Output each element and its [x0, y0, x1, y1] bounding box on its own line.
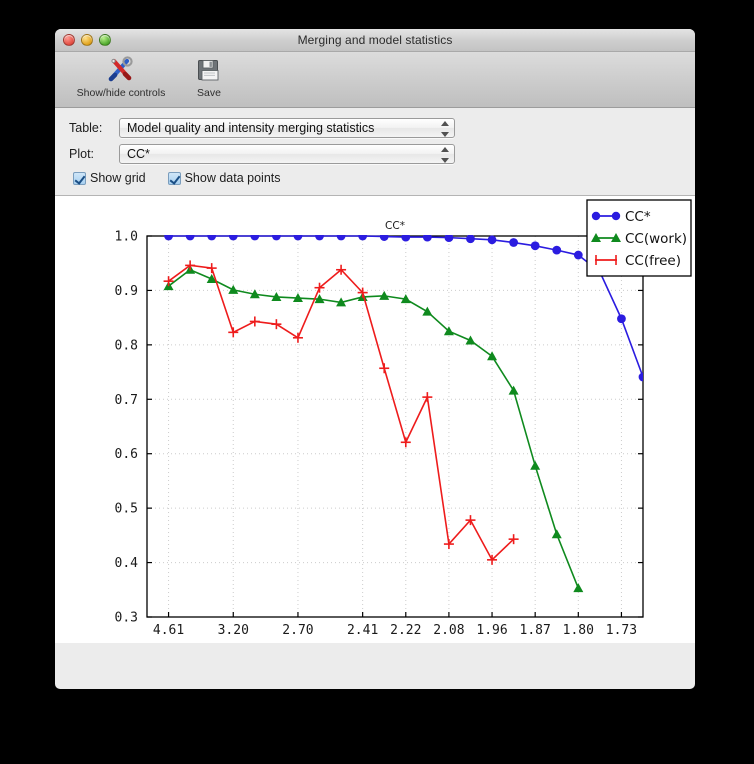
show-data-points-checkbox[interactable]: Show data points [167, 171, 281, 185]
show-grid-checkbox[interactable]: Show grid [73, 171, 146, 185]
svg-text:CC*: CC* [625, 209, 651, 225]
show-data-points-label: Show data points [184, 171, 281, 185]
plot-select[interactable]: CC* [119, 144, 455, 164]
svg-text:3.20: 3.20 [218, 623, 249, 638]
show-hide-controls-button[interactable]: Show/hide controls [77, 55, 165, 99]
table-select-value: Model quality and intensity merging stat… [127, 121, 375, 135]
svg-text:0.7: 0.7 [115, 393, 138, 408]
svg-text:CC(work): CC(work) [625, 231, 687, 247]
svg-text:0.3: 0.3 [115, 611, 138, 626]
stepper-icon[interactable] [440, 121, 449, 137]
svg-text:2.22: 2.22 [390, 623, 421, 638]
stepper-icon[interactable] [440, 147, 449, 163]
svg-text:0.8: 0.8 [115, 338, 138, 353]
svg-text:1.80: 1.80 [563, 623, 594, 638]
plot-label: Plot: [69, 147, 95, 161]
svg-text:CC(free): CC(free) [625, 253, 681, 269]
toolbar: Show/hide controls Save [55, 52, 695, 108]
plot-row-control: Plot: CC* [55, 141, 695, 167]
svg-text:4.61: 4.61 [153, 623, 184, 638]
svg-text:0.6: 0.6 [115, 447, 138, 462]
svg-text:1.96: 1.96 [476, 623, 507, 638]
checkmark-icon [73, 171, 86, 185]
tools-icon [106, 55, 136, 85]
window-title: Merging and model statistics [297, 33, 453, 47]
svg-text:1.73: 1.73 [606, 623, 637, 638]
controls-pane: Table: Model quality and intensity mergi… [55, 108, 695, 196]
checkbox-row: Show grid Show data points [55, 167, 695, 189]
close-window-button[interactable] [63, 34, 75, 46]
floppy-disk-save-icon [195, 55, 223, 85]
svg-text:1.87: 1.87 [520, 623, 551, 638]
traffic-lights [63, 34, 111, 46]
svg-text:0.5: 0.5 [115, 502, 138, 517]
checkmark-icon [167, 171, 181, 185]
save-label: Save [197, 87, 221, 99]
save-button[interactable]: Save [165, 55, 253, 99]
svg-text:2.08: 2.08 [433, 623, 464, 638]
svg-text:1.0: 1.0 [115, 230, 138, 245]
table-label: Table: [69, 121, 103, 135]
plot-pane[interactable]: 1.0 0.9 0.8 0.7 0.6 0.5 0.4 0.3 4.61 3.20 2.70 2.41… [55, 196, 695, 643]
plot-select-value: CC* [127, 147, 150, 161]
svg-text:2.41: 2.41 [347, 623, 378, 638]
show-grid-label: Show grid [90, 171, 146, 185]
svg-text:Resolution: Resolution [357, 641, 432, 643]
show-hide-controls-label: Show/hide controls [76, 87, 166, 99]
svg-text:0.9: 0.9 [115, 284, 138, 299]
maximize-window-button[interactable] [99, 34, 111, 46]
app-window: Merging and model statistics Show/hide c… [55, 29, 695, 689]
svg-text:0.4: 0.4 [115, 556, 139, 571]
svg-text:CC*: CC* [385, 220, 405, 232]
title-bar: Merging and model statistics [55, 29, 695, 52]
svg-text:2.70: 2.70 [282, 623, 313, 638]
minimize-window-button[interactable] [81, 34, 93, 46]
cc-star-chart: 1.0 0.9 0.8 0.7 0.6 0.5 0.4 0.3 4.61 3.20 2.70 2.41… [115, 199, 692, 643]
table-row-control: Table: Model quality and intensity mergi… [55, 115, 695, 141]
table-select[interactable]: Model quality and intensity merging stat… [119, 118, 455, 138]
